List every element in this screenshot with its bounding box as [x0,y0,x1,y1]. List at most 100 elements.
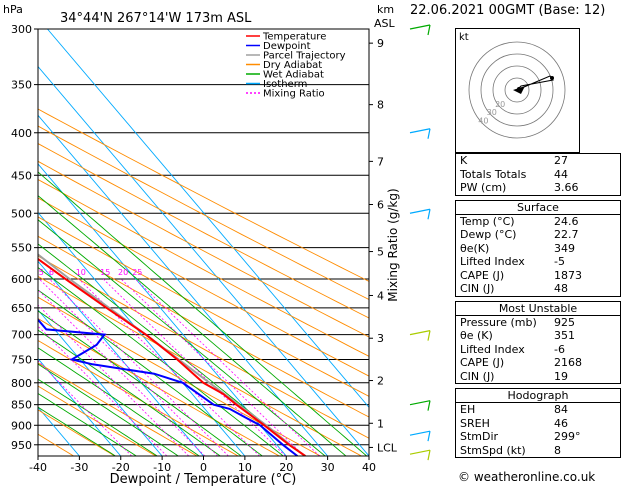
surface-row: Dewp (°C) 22.7 [456,228,620,242]
mixing-ratio-label: 25 [132,268,142,277]
dry-adiabat-line [38,385,157,456]
height-tick-label: 5 [377,246,384,259]
wind-barb [409,430,431,442]
hodograph-ring [480,53,554,127]
wind-barb-flag [427,128,431,139]
hodograph-stat-label: EH [460,403,476,416]
surface-value: 24.6 [554,214,579,228]
surface-label: CIN (J) [460,282,495,295]
wind-barb [409,330,431,341]
hodograph-unit: kt [459,32,469,43]
dry-adiabat-line [38,125,369,301]
wind-barb [409,24,431,36]
most-unstable-value: 2168 [554,356,582,369]
wet-adiabat-line [38,219,326,456]
asl-label: ASL [374,17,396,30]
stats-panel: K 27 Totals Totals 44 PW (cm) 3.66 Surface Te… [455,153,621,462]
surface-table: Surface Temp (°C) 24.6 Dewp (°C) 22.7 θe(K) 3… [455,199,621,297]
most-unstable-table: Most Unstable Pressure (mb) 925 θe (K) 351 L… [455,300,621,384]
wet-adiabat-line [38,289,263,456]
height-tick-label: 2 [377,375,384,388]
most-unstable-label: Pressure (mb) [460,315,537,329]
isotherm-line [38,309,163,456]
isotherm-line [38,211,246,456]
surface-value: 48 [554,282,568,295]
footer-credit: © weatheronline.co.uk [458,470,596,484]
dry-adiabat-line [38,216,369,397]
wind-barb-flag [427,400,431,411]
most-unstable-title: Most Unstable [456,302,620,316]
dry-adiabat-line [38,197,369,377]
surface-value: -5 [554,255,565,268]
temperature-line [38,257,306,456]
wet-adiabat-line [38,406,116,456]
hodograph-stat-label: StmSpd (kt) [460,443,526,457]
surface-row: Lifted Index -5 [456,255,620,269]
most-unstable-label: Lifted Index [460,342,525,356]
hodograph-stats-table: Hodograph EH 84 SREH 46 StmDir 299° StmSpd (kt… [455,388,621,458]
surface-label: θe(K) [460,241,490,255]
wet-adiabat-line [38,266,284,456]
wind-barb-shaft [409,449,431,455]
wind-barb [409,449,431,461]
hodograph-stat-label: StmDir [460,430,499,443]
temperature-tick-label: 30 [321,461,335,474]
most-unstable-label: CAPE (J) [460,356,505,369]
wind-barb-flag [427,330,431,341]
index-label: K [460,154,468,167]
temperature-tick-label: -30 [70,461,88,474]
index-label: Totals Totals [460,167,527,181]
wet-adiabat-line [38,171,367,456]
isotherm-line [38,114,328,456]
dewpoint-line [38,318,299,456]
mixing-ratio-line [49,278,229,456]
wind-barb [409,208,431,220]
height-tick-label: 9 [377,37,384,50]
km-label: km [377,3,394,16]
legend-label: Parcel Trajectory [263,51,346,62]
height-tick-label: LCL [377,441,398,454]
mixing-ratio-label: 6 [49,268,54,277]
wind-barb-shaft [409,400,431,406]
index-value: 3.66 [554,181,579,194]
hodograph-stat-value: 8 [554,443,561,457]
index-label: PW (cm) [460,181,507,194]
index-row: PW (cm) 3.66 [456,181,620,195]
x-axis-label: Dewpoint / Temperature (°C) [110,472,297,486]
hodograph-ring-label: 30 [487,108,497,117]
dry-adiabat-line [38,235,369,418]
hodograph-stat-row: EH 84 [456,403,620,417]
wind-barb-flag [427,24,431,36]
dry-adiabat-line [38,362,198,456]
pressure-tick-label: 450 [11,169,32,182]
isotherm-line [38,357,122,456]
hodograph-stat-value: 299° [554,430,581,443]
surface-value: 1873 [554,268,582,282]
temperature-tick-label: -10 [153,461,171,474]
legend-label: Mixing Ratio [263,89,325,100]
wind-barb-flag [427,209,431,220]
surface-label: CAPE (J) [460,268,505,282]
wet-adiabat-line [38,392,137,456]
wind-barb-flag [427,431,431,442]
most-unstable-row: CIN (J) 19 [456,370,620,384]
most-unstable-label: θe (K) [460,329,493,342]
pressure-tick-label: 400 [11,127,32,140]
dry-adiabat-line [38,143,369,319]
most-unstable-value: 19 [554,369,568,383]
mixing-ratio-line [38,360,132,456]
dry-adiabat-line [38,296,321,456]
hodograph-point [550,76,554,80]
surface-title: Surface [456,201,620,215]
surface-label: Lifted Index [460,255,525,268]
mixing-ratio-line [120,278,305,456]
pressure-tick-label: 950 [11,439,32,452]
most-unstable-row: Lifted Index -6 [456,343,620,357]
hodograph-ring [504,77,530,103]
hodograph-ring [492,65,542,115]
index-row: Totals Totals 44 [456,168,620,182]
dry-adiabat-line [38,318,280,456]
hodograph-stats-title: Hodograph [456,389,620,403]
storm-motion-arrow [513,86,525,94]
